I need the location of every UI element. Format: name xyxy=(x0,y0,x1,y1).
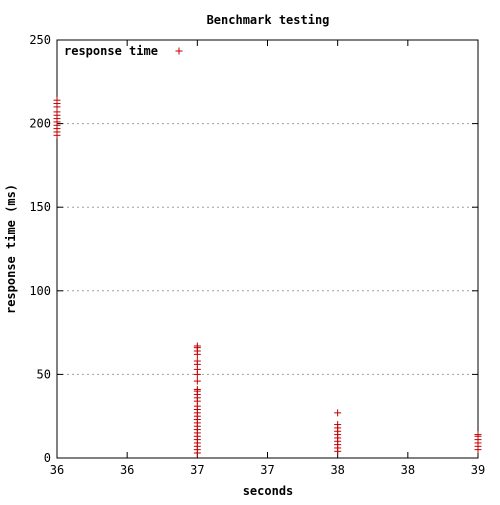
y-tick-label: 100 xyxy=(29,284,51,298)
data-point xyxy=(334,421,342,429)
x-tick-label: 37 xyxy=(190,463,204,477)
data-point xyxy=(193,385,201,393)
legend-marker xyxy=(175,47,183,55)
x-axis-label: seconds xyxy=(243,484,294,498)
x-tick-label: 38 xyxy=(401,463,415,477)
data-point xyxy=(53,96,61,104)
y-axis-label: response time (ms) xyxy=(4,184,18,314)
x-tick-label: 39 xyxy=(471,463,485,477)
y-tick-label: 200 xyxy=(29,117,51,131)
grid-lines xyxy=(57,123,478,375)
chart-title: Benchmark testing xyxy=(207,13,330,27)
legend: response time xyxy=(64,44,183,58)
x-tick-label: 37 xyxy=(260,463,274,477)
y-tick-label: 250 xyxy=(29,33,51,47)
x-tick-label: 36 xyxy=(50,463,64,477)
x-tick-label: 38 xyxy=(330,463,344,477)
legend-label: response time xyxy=(64,44,158,58)
series-points xyxy=(53,96,482,457)
y-tick-label: 50 xyxy=(37,367,51,381)
data-point xyxy=(193,377,201,385)
data-point xyxy=(193,342,201,350)
y-tick-label: 150 xyxy=(29,200,51,214)
data-point xyxy=(193,357,201,365)
y-tick-label: 0 xyxy=(44,451,51,465)
data-point xyxy=(474,431,482,439)
legend-plus-marker xyxy=(175,47,183,55)
axis-ticks: 0 50 100 150 200 250 36 36 37 37 38 38 39 xyxy=(29,33,485,477)
data-point xyxy=(334,409,342,417)
x-tick-label: 36 xyxy=(120,463,134,477)
